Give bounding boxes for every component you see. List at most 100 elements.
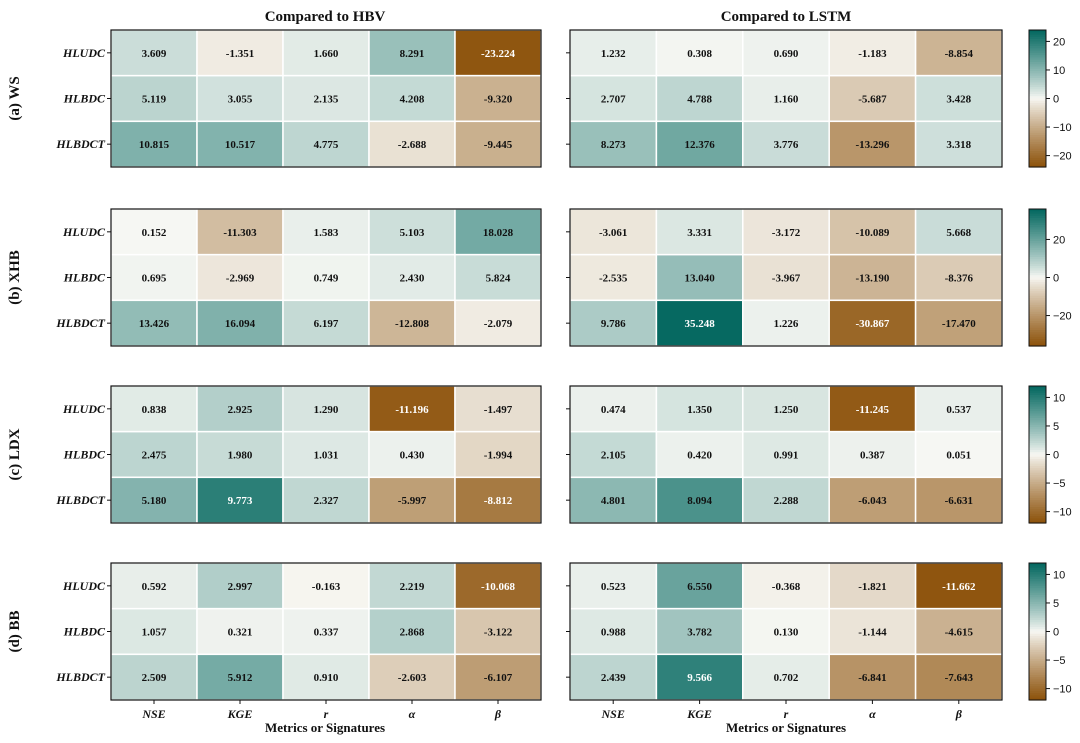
heatmap-cell	[655, 299, 744, 347]
cell-value-label: 13.040	[684, 273, 715, 285]
cell-value-label: 0.152	[142, 227, 167, 239]
colorbar-segment	[1029, 43, 1046, 47]
cell-value-label: -13.190	[855, 273, 889, 285]
colorbar-segment	[1029, 155, 1046, 159]
heatmap-cell	[742, 253, 830, 302]
cell-value-label: 0.988	[601, 627, 626, 639]
colorbar-segment	[1029, 137, 1046, 141]
cell-value-label: 0.337	[314, 627, 339, 639]
colorbar-segment	[1029, 84, 1046, 88]
x-tick-label: α	[409, 707, 416, 721]
heatmap-cell	[742, 562, 830, 610]
colorbar-segment	[1029, 504, 1046, 508]
cell-value-label: 1.290	[314, 404, 339, 416]
heatmap-cell	[454, 476, 542, 524]
colorbar-segment	[1029, 592, 1046, 596]
cell-value-label: 1.350	[687, 404, 712, 416]
colorbar-segment	[1029, 64, 1046, 68]
cell-value-label: 12.376	[684, 139, 715, 151]
cell-value-label: 2.105	[601, 450, 626, 462]
cell-value-label: 18.028	[483, 227, 514, 239]
cell-value-label: -17.470	[942, 318, 976, 330]
cell-value-label: 0.321	[228, 627, 253, 639]
heatmap-cell	[368, 653, 456, 701]
colorbar-segment	[1029, 486, 1046, 490]
colorbar-segment	[1029, 472, 1046, 476]
cell-value-label: 1.232	[601, 48, 626, 60]
colorbar-segment	[1029, 236, 1046, 240]
heatmap-cell	[196, 29, 284, 77]
colorbar-segment	[1029, 677, 1046, 681]
colorbar-segment	[1029, 50, 1046, 54]
cell-value-label: -5.997	[398, 495, 427, 507]
colorbar-segment	[1029, 516, 1046, 520]
heatmap-cell	[914, 430, 1003, 479]
colorbar-segment	[1029, 238, 1046, 242]
colorbar-segment	[1029, 495, 1046, 499]
colorbar-segment	[1029, 654, 1046, 658]
colorbar-segment	[1029, 302, 1046, 306]
cell-value-label: 5.668	[946, 227, 971, 239]
heatmap-cell	[110, 299, 198, 347]
row-label: HLBDC	[63, 625, 106, 639]
colorbar-segment	[1029, 339, 1046, 343]
colorbar-segment	[1029, 404, 1046, 408]
colorbar-segment	[1029, 443, 1046, 446]
colorbar-segment	[1029, 73, 1046, 77]
colorbar-segment	[1029, 475, 1046, 478]
colorbar-segment	[1029, 456, 1046, 460]
x-tick-label: β	[494, 707, 502, 721]
heatmap-cell	[282, 385, 370, 433]
colorbar-segment	[1029, 279, 1046, 283]
cell-value-label: 1.160	[774, 94, 799, 106]
colorbar-segment	[1029, 652, 1046, 655]
cell-value-label: 6.550	[687, 581, 712, 593]
cell-value-label: 5.824	[486, 273, 511, 285]
colorbar-segment	[1029, 399, 1046, 403]
colorbar-segment	[1029, 91, 1046, 95]
colorbar-segment	[1029, 440, 1046, 444]
heatmap-cell	[282, 562, 370, 610]
cell-value-label: 0.838	[142, 404, 167, 416]
cell-value-label: 8.273	[601, 139, 626, 151]
colorbar-segment	[1029, 606, 1046, 610]
colorbar-segment	[1029, 626, 1046, 630]
heatmap-cell	[828, 430, 917, 479]
heatmap-cell	[655, 120, 744, 168]
cell-value-label: 3.782	[687, 627, 712, 639]
colorbar-segment	[1029, 424, 1046, 428]
cell-value-label: 4.801	[601, 495, 626, 507]
cell-value-label: -8.812	[484, 495, 513, 507]
colorbar-segment	[1029, 55, 1046, 58]
panel-title: (a) WS	[7, 76, 23, 120]
colorbar-segment	[1029, 431, 1046, 435]
colorbar-segment	[1029, 231, 1046, 235]
colorbar-segment	[1029, 77, 1046, 81]
colorbar-segment	[1029, 75, 1046, 79]
colorbar-segment	[1029, 420, 1046, 424]
colorbar-segment	[1029, 323, 1046, 327]
colorbar-segment	[1029, 151, 1046, 154]
colorbar-segment	[1029, 615, 1046, 619]
cell-value-label: 1.250	[774, 404, 799, 416]
colorbar-segment	[1029, 590, 1046, 594]
cell-value-label: 0.420	[687, 450, 712, 462]
colorbar-segment	[1029, 250, 1046, 253]
heatmap-cell	[196, 120, 284, 168]
colorbar-segment	[1029, 493, 1046, 497]
cell-value-label: -6.107	[484, 672, 513, 684]
colorbar-segment	[1029, 100, 1046, 104]
cell-value-label: -2.688	[398, 139, 427, 151]
colorbar-segment	[1029, 484, 1046, 488]
colorbar-segment	[1029, 220, 1046, 224]
heatmap-cell	[569, 653, 658, 701]
heatmap-cell	[368, 476, 456, 524]
colorbar-segment	[1029, 148, 1046, 152]
row-label: HLUDC	[62, 225, 106, 239]
cell-value-label: -12.808	[395, 318, 429, 330]
colorbar-segment	[1029, 227, 1046, 231]
colorbar-segment	[1029, 130, 1046, 134]
heatmap-cell	[368, 562, 456, 610]
colorbar-segment	[1029, 459, 1046, 462]
